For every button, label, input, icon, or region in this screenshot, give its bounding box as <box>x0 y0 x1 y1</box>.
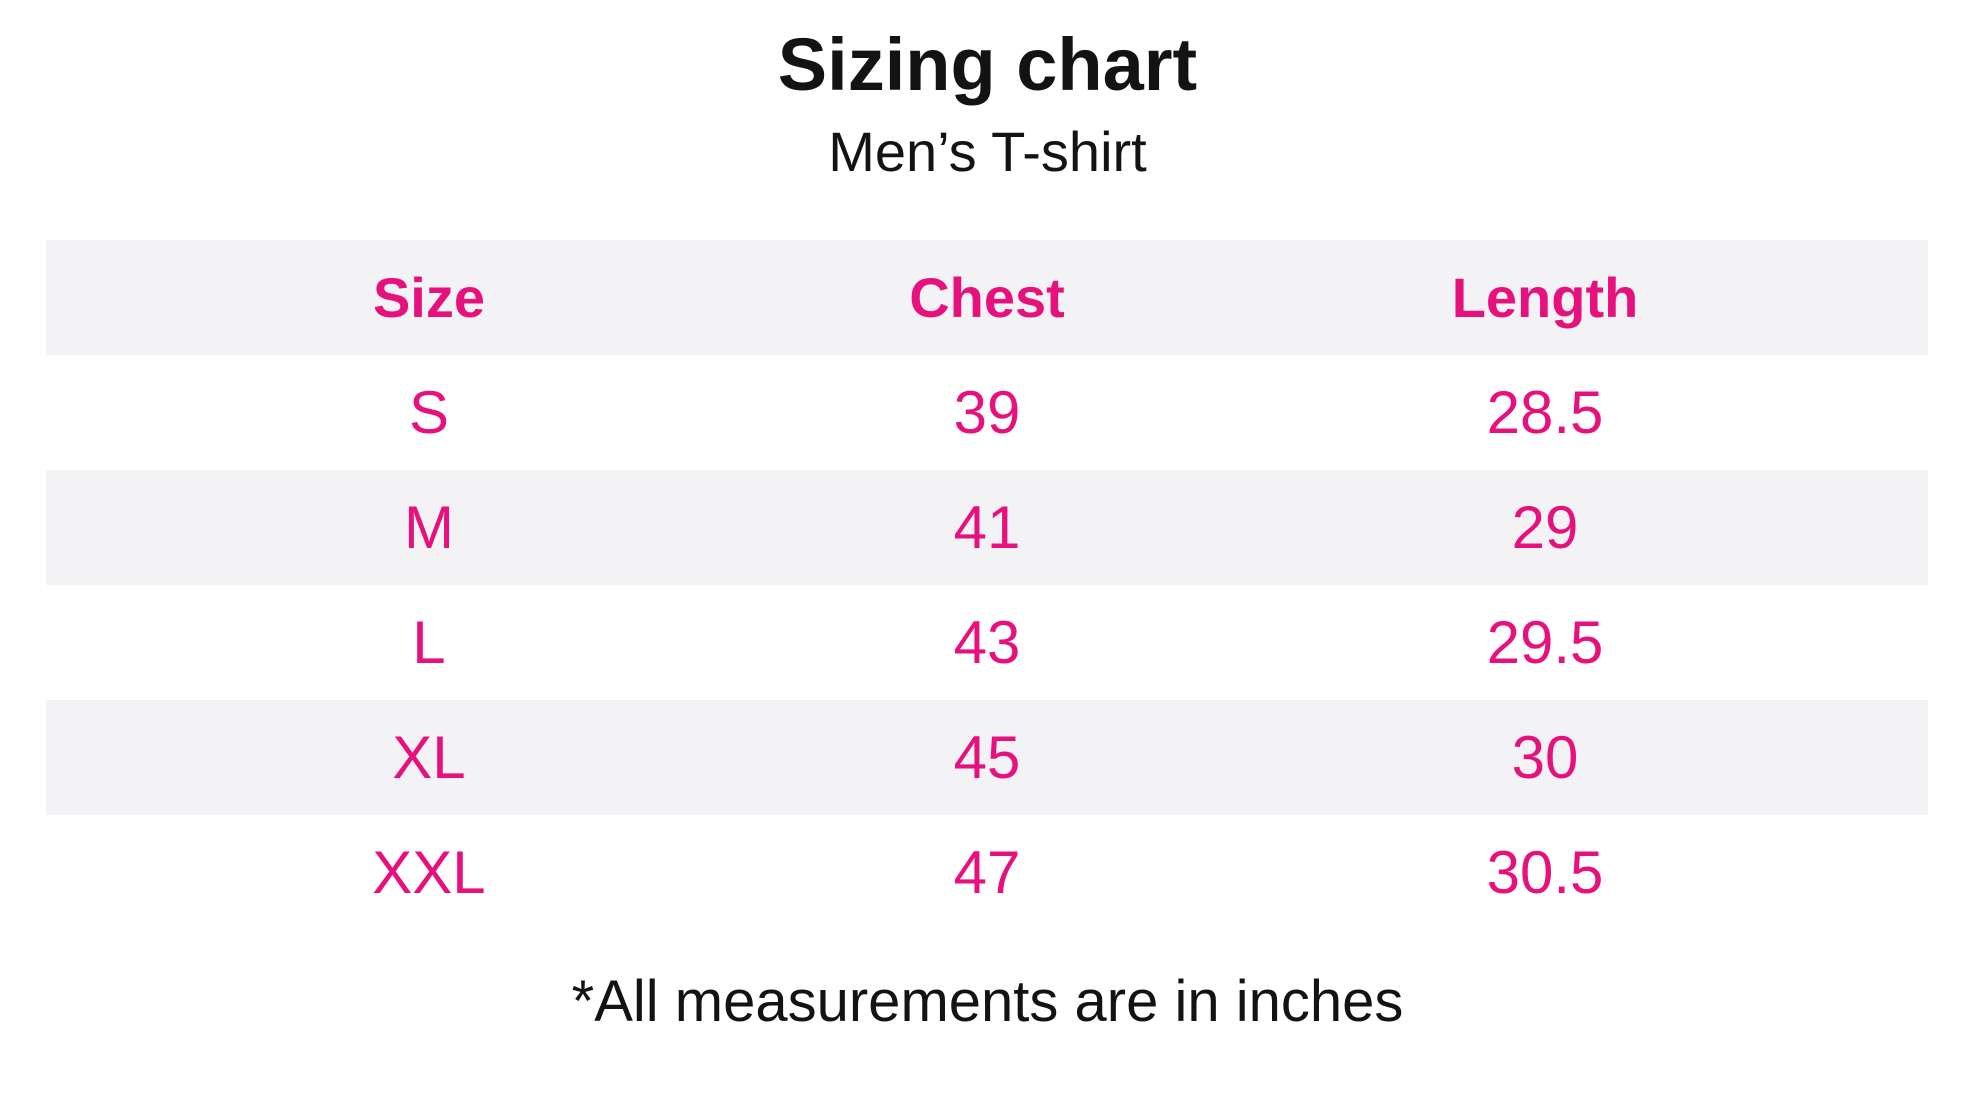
cell-size: M <box>403 494 454 561</box>
cell-size: S <box>408 379 449 446</box>
cell-length: 30.5 <box>1486 839 1604 906</box>
table-header-row: Size Chest Length <box>46 240 1928 355</box>
table-row: M 41 29 <box>46 470 1928 585</box>
header-cell-chest: Chest <box>909 266 1065 329</box>
table-row: XXL 47 30.5 <box>46 815 1928 930</box>
sizing-table: Size Chest Length S 39 28.5 M 41 29 L 43… <box>46 240 1928 930</box>
cell-size: XL <box>392 724 466 791</box>
cell-chest: 43 <box>953 609 1021 676</box>
cell-length: 29.5 <box>1486 609 1604 676</box>
table-row: S 39 28.5 <box>46 355 1928 470</box>
header-cell-size: Size <box>372 266 486 329</box>
cell-length: 28.5 <box>1486 379 1604 446</box>
cell-length: 29 <box>1511 494 1579 561</box>
cell-chest: 41 <box>953 494 1021 561</box>
header-cell-length: Length <box>1451 266 1639 329</box>
table-row: XL 45 30 <box>46 700 1928 815</box>
page-subtitle: Men’s T-shirt <box>828 120 1147 183</box>
cell-size: L <box>412 609 446 676</box>
cell-chest: 39 <box>953 379 1021 446</box>
page-title: Sizing chart <box>777 23 1198 106</box>
measurements-footnote: *All measurements are in inches <box>571 969 1404 1034</box>
cell-chest: 45 <box>953 724 1021 791</box>
table-row: L 43 29.5 <box>46 585 1928 700</box>
cell-length: 30 <box>1511 724 1579 791</box>
cell-size: XXL <box>372 839 486 906</box>
cell-chest: 47 <box>953 839 1021 906</box>
